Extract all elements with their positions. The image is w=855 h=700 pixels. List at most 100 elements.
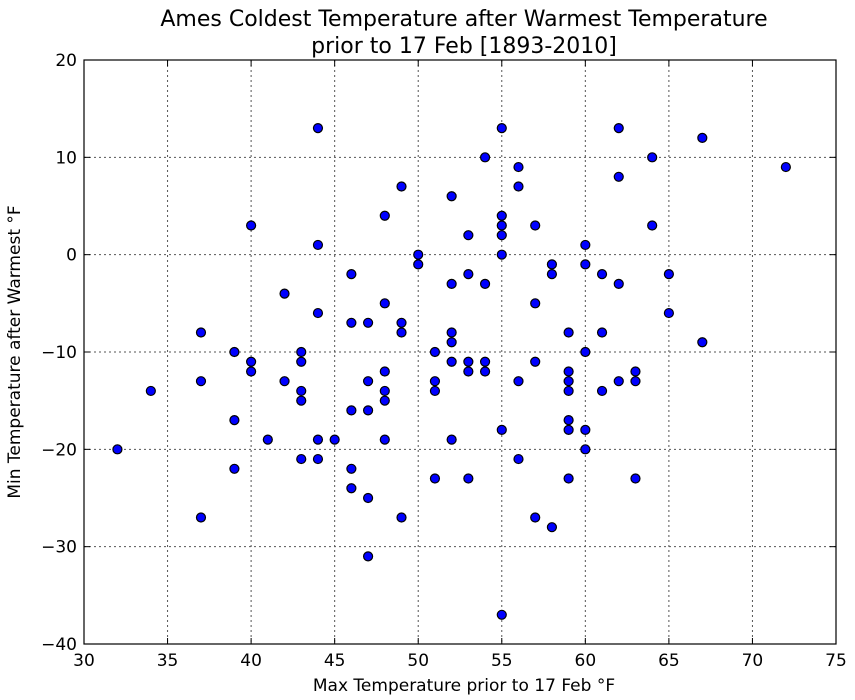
x-axis-label: Max Temperature prior to 17 Feb °F	[313, 676, 615, 696]
scatter-point	[246, 366, 257, 377]
scatter-point	[563, 366, 574, 377]
scatter-point	[246, 356, 257, 367]
scatter-point	[563, 424, 574, 435]
y-tick-label: −40	[41, 635, 77, 655]
scatter-point	[346, 405, 357, 416]
x-tick-label: 75	[825, 651, 847, 671]
scatter-point	[580, 259, 591, 270]
scatter-point	[513, 453, 524, 465]
scatter-point	[496, 609, 507, 620]
scatter-point	[596, 269, 608, 280]
x-tick-label: 45	[324, 651, 346, 671]
scatter-point	[513, 376, 524, 387]
scatter-point	[112, 444, 123, 455]
y-axis-label: Min Temperature after Warmest °F	[5, 205, 25, 498]
scatter-point	[697, 132, 708, 143]
scatter-point	[379, 434, 390, 445]
scatter-point	[563, 473, 574, 484]
scatter-point	[647, 152, 658, 163]
scatter-point	[229, 346, 240, 358]
scatter-point	[580, 444, 591, 455]
x-tick-label: 40	[240, 651, 262, 671]
scatter-point	[379, 385, 390, 397]
scatter-point	[379, 366, 390, 377]
scatter-point	[596, 327, 608, 338]
scatter-point	[479, 366, 491, 377]
x-tick-label: 30	[73, 651, 95, 671]
scatter-point	[546, 522, 558, 533]
scatter-point	[429, 346, 441, 358]
scatter-point	[262, 434, 273, 445]
x-tick-label: 65	[658, 651, 680, 671]
x-tick-label: 55	[491, 651, 513, 671]
scatter-point	[446, 327, 457, 338]
x-tick-label: 70	[742, 651, 764, 671]
scatter-point	[530, 356, 541, 367]
scatter-point	[780, 161, 791, 173]
y-tick-label: 0	[66, 246, 77, 266]
scatter-point	[546, 269, 558, 280]
data-points	[112, 123, 791, 620]
chart-title-line2: prior to 17 Feb [1893-2010]	[311, 34, 617, 59]
scatter-point	[362, 317, 374, 328]
scatter-point	[312, 239, 324, 251]
scatter-point	[429, 376, 441, 387]
scatter-point	[580, 239, 591, 251]
scatter-point	[396, 181, 407, 192]
scatter-point	[496, 230, 507, 241]
scatter-point	[530, 220, 541, 231]
scatter-point	[346, 463, 357, 474]
y-tick-label: 10	[55, 148, 77, 168]
scatter-point	[446, 191, 457, 202]
scatter-point	[296, 395, 307, 406]
scatter-point	[312, 307, 324, 319]
scatter-point	[312, 123, 324, 134]
scatter-point	[296, 356, 307, 367]
scatter-point	[496, 210, 507, 221]
scatter-point	[362, 551, 374, 562]
scatter-point	[362, 376, 374, 387]
scatter-point	[463, 356, 474, 367]
scatter-point	[463, 269, 474, 280]
y-tick-label: −20	[41, 440, 77, 460]
scatter-point	[346, 317, 357, 328]
x-tick-label: 50	[407, 651, 429, 671]
scatter-point	[563, 385, 574, 397]
scatter-point	[429, 473, 441, 484]
scatter-point	[296, 346, 307, 358]
scatter-point	[496, 424, 507, 435]
scatter-point	[613, 171, 624, 182]
scatter-point	[613, 278, 624, 289]
y-tick-label: −10	[41, 343, 77, 363]
scatter-point	[279, 376, 290, 387]
scatter-point	[647, 220, 658, 231]
scatter-point	[446, 434, 457, 445]
x-tick-label: 35	[157, 651, 179, 671]
scatter-point	[463, 230, 474, 241]
scatter-point	[580, 424, 591, 435]
scatter-point	[479, 356, 491, 367]
scatter-point	[663, 307, 674, 319]
scatter-point	[429, 385, 441, 397]
scatter-point	[663, 269, 674, 280]
scatter-point	[362, 492, 374, 504]
scatter-point	[296, 385, 307, 397]
scatter-point	[697, 337, 708, 348]
scatter-point	[630, 473, 641, 484]
scatter-point	[446, 337, 457, 348]
scatter-point	[379, 210, 390, 221]
scatter-point	[496, 249, 507, 260]
scatter-point	[496, 123, 507, 134]
scatter-point	[195, 327, 207, 338]
scatter-point	[446, 278, 457, 289]
scatter-point	[513, 181, 524, 192]
scatter-point	[413, 259, 424, 270]
scatter-point	[379, 298, 390, 309]
scatter-point	[362, 405, 374, 416]
scatter-point	[312, 453, 324, 465]
scatter-point	[563, 415, 574, 426]
scatter-point	[463, 366, 474, 377]
scatter-point	[580, 346, 591, 358]
scatter-point	[145, 385, 156, 397]
